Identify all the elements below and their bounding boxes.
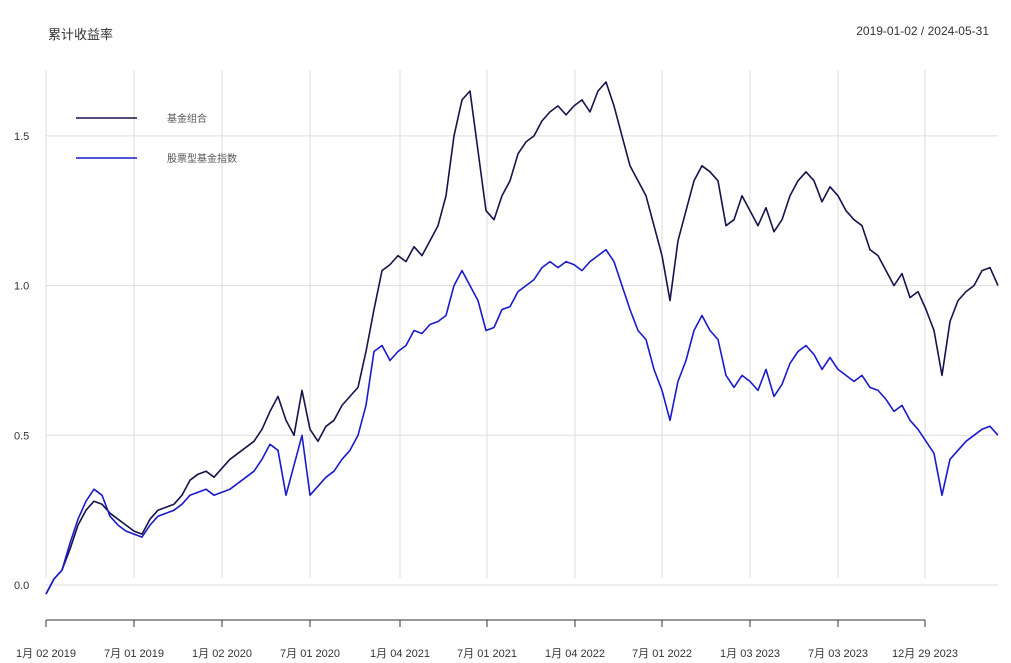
y-tick-label: 1.0 bbox=[14, 281, 29, 293]
y-tick-label: 0.0 bbox=[14, 580, 29, 592]
x-tick-label: 7月 01 2020 bbox=[280, 648, 340, 660]
x-tick-label: 7月 01 2022 bbox=[632, 648, 692, 660]
x-tick-label: 7月 03 2023 bbox=[808, 648, 868, 660]
x-tick-label: 1月 04 2022 bbox=[545, 648, 605, 660]
legend-label: 基金组合 bbox=[167, 112, 207, 125]
x-tick-label: 12月 29 2023 bbox=[892, 648, 958, 660]
x-tick-label: 1月 02 2020 bbox=[192, 648, 252, 660]
x-tick-label: 1月 03 2023 bbox=[720, 648, 780, 660]
x-tick-label: 1月 02 2019 bbox=[16, 648, 76, 660]
series-line-stock-fund-index bbox=[45, 248, 999, 595]
chart-title: 累计收益率 bbox=[48, 28, 114, 43]
x-tick-label: 7月 01 2019 bbox=[104, 648, 164, 660]
series-layer bbox=[45, 81, 999, 595]
x-tick-label: 7月 01 2021 bbox=[457, 648, 517, 660]
series-line-fund-portfolio bbox=[45, 81, 999, 595]
legend-label: 股票型基金指数 bbox=[167, 152, 237, 165]
date-range: 2019-01-02 / 2024-05-31 bbox=[856, 24, 989, 38]
y-tick-label: 1.5 bbox=[14, 131, 29, 143]
x-tick-label: 1月 04 2021 bbox=[370, 648, 430, 660]
y-tick-label: 0.5 bbox=[14, 430, 29, 442]
axis-layer: 0.0 0.5 1.0 1.5 1月 02 2019 7月 01 2019 1月 02 20… bbox=[14, 131, 958, 660]
